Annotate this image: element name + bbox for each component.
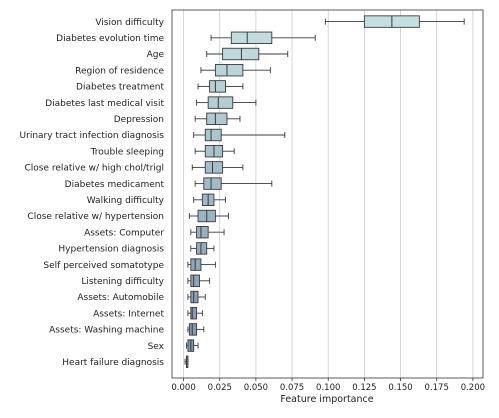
iqr-box bbox=[196, 225, 209, 239]
x-tick-label: 0.175 bbox=[425, 383, 449, 393]
box-12 bbox=[193, 193, 226, 207]
box-3 bbox=[206, 47, 289, 61]
x-tick-label: 0.050 bbox=[244, 383, 268, 393]
box-10 bbox=[191, 161, 244, 174]
category-label: Age bbox=[147, 50, 165, 60]
category-label: Diabetes treatment bbox=[76, 83, 164, 93]
category-label: Assets: Computer bbox=[84, 228, 164, 238]
box-22 bbox=[184, 355, 189, 368]
box-8 bbox=[193, 128, 286, 142]
iqr-box bbox=[204, 128, 222, 142]
category-label: Urinary tract infection diagnosis bbox=[20, 131, 165, 141]
category-label: Listening difficulty bbox=[81, 277, 164, 287]
plot-area bbox=[171, 9, 484, 379]
boxes bbox=[184, 15, 465, 368]
iqr-box bbox=[188, 323, 198, 336]
box-20 bbox=[187, 323, 205, 336]
category-label: Hypertension diagnosis bbox=[58, 245, 164, 255]
category-label: Walking difficulty bbox=[87, 196, 165, 206]
x-tick-label: 0.025 bbox=[208, 383, 232, 393]
category-label: Sex bbox=[148, 342, 165, 352]
box-9 bbox=[194, 144, 235, 158]
iqr-box bbox=[206, 112, 228, 126]
box-6 bbox=[196, 96, 257, 109]
iqr-box bbox=[207, 96, 234, 109]
iqr-box bbox=[214, 63, 244, 77]
box-7 bbox=[194, 112, 241, 126]
box-17 bbox=[187, 274, 211, 287]
box-4 bbox=[200, 63, 271, 77]
category-label: Vision difficulty bbox=[95, 18, 164, 28]
iqr-box bbox=[190, 290, 199, 304]
iqr-box bbox=[230, 31, 273, 44]
box-2 bbox=[210, 31, 316, 44]
iqr-box bbox=[190, 274, 200, 287]
box-11 bbox=[194, 177, 273, 190]
iqr-box bbox=[196, 242, 208, 255]
iqr-box bbox=[204, 161, 224, 174]
category-label: Diabetes evolution time bbox=[56, 34, 164, 44]
x-tick-label: 0.200 bbox=[461, 383, 485, 393]
category-label: Depression bbox=[114, 115, 164, 125]
x-tick-label: 0.075 bbox=[280, 383, 304, 393]
category-label: Self perceived somatotype bbox=[43, 261, 164, 271]
x-tick-label: 0.100 bbox=[316, 383, 340, 393]
iqr-box bbox=[209, 80, 226, 93]
x-tick-label: 0.125 bbox=[352, 383, 376, 393]
category-label: Assets: Washing machine bbox=[49, 326, 164, 336]
x-axis-ticks: 0.000 0.025 0.050 0.075 0.100 0.125 0.150 0.175… bbox=[171, 378, 485, 393]
x-tick-label: 0.150 bbox=[388, 383, 412, 393]
category-labels: Vision difficulty Diabetes evolution time… bbox=[20, 18, 165, 368]
iqr-box bbox=[190, 307, 198, 320]
box-15 bbox=[190, 242, 215, 255]
x-axis-title: Feature importance bbox=[280, 394, 373, 405]
box-19 bbox=[187, 307, 203, 320]
category-label: Region of residence bbox=[75, 66, 164, 76]
category-label: Diabetes medicament bbox=[65, 180, 165, 190]
box-5 bbox=[197, 80, 244, 93]
category-label: Assets: Automobile bbox=[77, 293, 164, 303]
iqr-box bbox=[222, 47, 260, 61]
category-label: Heart failure diagnosis bbox=[62, 358, 164, 368]
box-21 bbox=[186, 339, 199, 352]
category-label: Close relative w/ high chol/trigl bbox=[24, 164, 164, 174]
iqr-box bbox=[203, 177, 222, 190]
category-label: Close relative w/ hypertension bbox=[27, 212, 164, 222]
iqr-box bbox=[190, 258, 202, 271]
category-label: Diabetes last medical visit bbox=[45, 99, 164, 109]
x-tick-label: 0.000 bbox=[171, 383, 195, 393]
box-1 bbox=[324, 15, 465, 28]
box-14 bbox=[190, 225, 225, 239]
box-13 bbox=[188, 209, 229, 223]
category-label: Trouble sleeping bbox=[90, 147, 164, 157]
box-16 bbox=[187, 258, 216, 271]
category-label: Assets: Internet bbox=[93, 309, 164, 319]
box-18 bbox=[187, 290, 206, 304]
